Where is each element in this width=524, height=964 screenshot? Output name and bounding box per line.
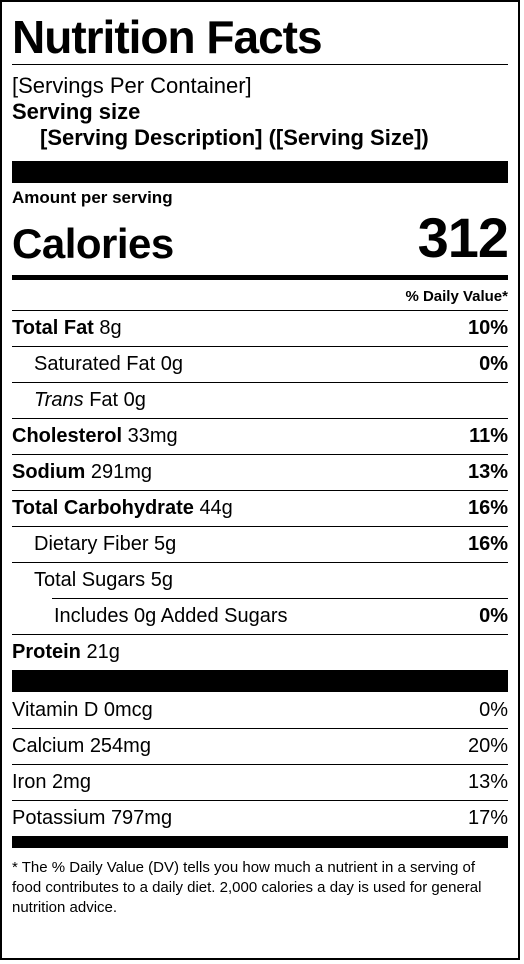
thick-divider-top [12,161,508,183]
vitamin-row-calcium: Calcium 254mg 20% [12,728,508,764]
nutrient-percent: 10% [467,317,508,339]
nutrient-amount: Fat 0g [89,389,146,411]
calories-value: 312 [417,206,509,269]
nutrient-name: Total Carbohydrate [12,497,194,519]
vitamin-percent: 13% [467,771,508,793]
servings-per-container: [Servings Per Container] [12,73,252,98]
nutrient-name: Dietary Fiber [34,533,149,555]
calories-row: Calories 312 [12,206,509,269]
nutrient-percent: 16% [467,533,508,555]
nutrient-name: Includes 0g Added Sugars [54,605,288,627]
vitamin-percent: 0% [479,698,508,721]
nutrient-row-dietary-fiber: Dietary Fiber 5g 16% [12,526,508,562]
nutrient-percent: 16% [467,497,508,519]
nutrient-row-cholesterol: Cholesterol 33mg 11% [12,418,508,454]
nutrient-row-total-carbohydrate: Total Carbohydrate 44g 16% [12,490,508,526]
nutrient-name: Trans [34,389,84,411]
nutrient-name: Cholesterol [12,425,123,447]
nutrient-percent: 0% [479,353,508,375]
nutrient-row-trans-fat: Trans Fat 0g [12,382,508,418]
amount-per-serving: Amount per serving [12,188,173,207]
thick-divider-middle [12,670,508,692]
nutrient-percent: 13% [467,461,508,483]
nutrient-amount: 291mg [90,461,153,483]
nutrient-amount: 44g [199,497,233,519]
vitamin-row-iron: Iron 2mg 13% [12,764,508,800]
vitamin-amount: 254mg [89,735,151,757]
nutrient-percent: 11% [469,425,508,447]
vitamin-name: Iron [12,771,47,793]
nutrient-name: Protein [12,641,81,663]
nutrient-row-total-fat: Total Fat 8g 10% [12,310,508,346]
serving-description: [Serving Description] ([Serving Size]) [40,125,429,150]
nutrient-name: Sodium [12,461,86,483]
daily-value-header: % Daily Value* [405,288,508,305]
thick-divider-bottom [12,836,508,848]
vitamin-name: Calcium [12,735,85,757]
nutrient-row-saturated-fat: Saturated Fat 0g 0% [12,346,508,382]
vitamin-amount: 2mg [52,771,91,793]
label-title: Nutrition Facts [12,11,323,63]
vitamin-name: Vitamin D [12,698,99,721]
vitamin-row-potassium: Potassium 797mg 17% [12,800,508,836]
nutrient-name: Saturated Fat [34,353,156,375]
nutrient-amount: 8g [99,317,122,339]
vitamin-name: Potassium [12,807,106,829]
nutrient-name: Total Sugars [34,569,146,591]
nutrient-amount: 5g [150,569,173,591]
nutrient-row-sodium: Sodium 291mg 13% [12,454,508,490]
label-content: Nutrition Facts [Servings Per Container]… [12,2,509,918]
nutrient-row-total-sugars: Total Sugars 5g [12,562,508,598]
vitamin-row-vitamin-d: Vitamin D 0mcg 0% [12,692,508,728]
nutrient-amount: 33mg [127,425,178,447]
nutrient-row-protein: Protein 21g [12,634,508,670]
vitamin-amount: 0mcg [103,698,153,721]
nutrient-amount: 0g [160,353,183,375]
nutrient-percent: 0% [479,605,508,627]
vitamin-amount: 797mg [110,807,173,829]
nutrient-amount: 21g [86,641,120,663]
calories-divider [12,275,508,280]
vitamin-percent: 20% [467,735,508,757]
serving-size-label: Serving size [12,99,141,124]
nutrient-name: Total Fat [12,317,94,339]
vitamin-percent: 17% [467,807,508,829]
calories-label: Calories [12,220,174,267]
title-divider [12,64,508,65]
nutrient-amount: 5g [154,533,177,555]
footnote: * The % Daily Value (DV) tells you how m… [12,859,482,916]
nutrient-row-added-sugars: Includes 0g Added Sugars 0% [52,598,508,634]
